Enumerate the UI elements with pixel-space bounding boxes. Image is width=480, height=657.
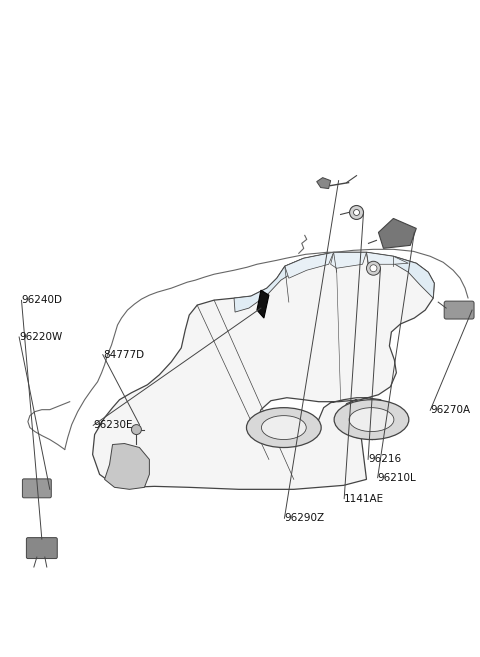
Text: 1141AE: 1141AE bbox=[344, 493, 384, 504]
Ellipse shape bbox=[262, 416, 306, 440]
Circle shape bbox=[349, 206, 363, 219]
Ellipse shape bbox=[247, 408, 321, 447]
Text: 96230E: 96230E bbox=[93, 420, 132, 430]
FancyBboxPatch shape bbox=[444, 301, 474, 319]
Polygon shape bbox=[257, 290, 269, 318]
Ellipse shape bbox=[349, 408, 394, 432]
Polygon shape bbox=[378, 218, 416, 248]
Text: 96210L: 96210L bbox=[378, 472, 416, 483]
FancyBboxPatch shape bbox=[23, 479, 51, 498]
Text: 96270A: 96270A bbox=[430, 405, 470, 415]
Polygon shape bbox=[234, 258, 304, 312]
Circle shape bbox=[370, 265, 377, 272]
Ellipse shape bbox=[334, 399, 409, 440]
Polygon shape bbox=[317, 177, 331, 189]
Polygon shape bbox=[331, 252, 367, 268]
Text: 96216: 96216 bbox=[368, 455, 401, 464]
Polygon shape bbox=[394, 256, 434, 298]
Circle shape bbox=[354, 210, 360, 215]
Text: 96240D: 96240D bbox=[22, 296, 62, 306]
Text: 96290Z: 96290Z bbox=[285, 513, 324, 523]
Polygon shape bbox=[285, 252, 334, 278]
Text: 84777D: 84777D bbox=[103, 350, 144, 359]
Polygon shape bbox=[367, 252, 408, 264]
Polygon shape bbox=[105, 443, 149, 489]
FancyBboxPatch shape bbox=[26, 537, 57, 558]
Polygon shape bbox=[93, 252, 434, 489]
Text: 96220W: 96220W bbox=[19, 332, 62, 342]
Circle shape bbox=[367, 261, 381, 275]
Circle shape bbox=[132, 424, 142, 434]
